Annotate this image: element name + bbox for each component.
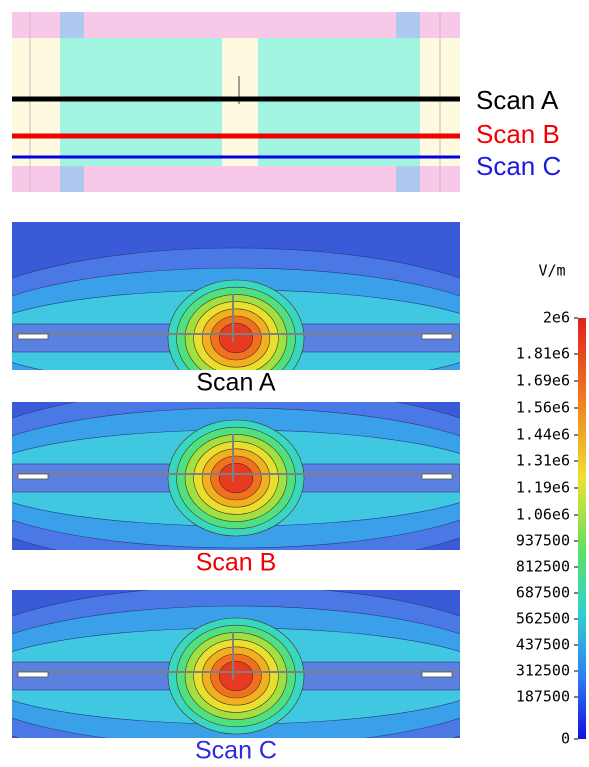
corner-pad [396, 166, 420, 192]
figure: Scan A Scan B Scan C Scan AScan BScan C … [0, 0, 589, 767]
gap-strip [222, 38, 258, 166]
colorbar-tick-label: 1.31e6 [516, 452, 570, 470]
contours [0, 222, 536, 428]
scan-label: Scan A [476, 85, 559, 115]
colorbar-tick-label: 0 [561, 730, 570, 748]
colorbar-tick-label: 1.81e6 [516, 345, 570, 363]
field-plots: Scan A Scan B Scan C [0, 222, 536, 766]
colorbar-unit: V/m [538, 262, 565, 280]
scan-label: Scan B [476, 119, 560, 149]
colorbar-tick-label: 562500 [516, 610, 570, 628]
plot-caption: Scan B [196, 549, 277, 577]
colorbar-tick-label: 1.44e6 [516, 426, 570, 444]
contour [219, 463, 253, 493]
electrode [18, 672, 48, 677]
corner-pad [60, 166, 84, 192]
layout-diagram: Scan A Scan B Scan C [12, 12, 561, 192]
corner-pad [60, 12, 84, 38]
colorbar-tick-label: 1.19e6 [516, 479, 570, 497]
colorbar-tick-label: 1.69e6 [516, 372, 570, 390]
colorbar-tick-label: 687500 [516, 584, 570, 602]
colorbar-tick-label: 1.06e6 [516, 506, 570, 524]
page: Scan A Scan B Scan C Scan AScan BScan C … [0, 0, 589, 767]
electrode [422, 672, 452, 677]
colorbar: V/m 2e6 1.81e6 1.69e6 1.56e6 1.44e6 1.31e6 1.1… [486, 250, 589, 750]
corner-pad [396, 12, 420, 38]
colorbar-tick-label: 812500 [516, 558, 570, 576]
electrode [422, 334, 452, 339]
field-plot: Scan C [0, 586, 536, 766]
colorbar-scale [578, 318, 586, 739]
colorbar-tick-label: 2e6 [543, 309, 570, 327]
electrode [18, 474, 48, 479]
contour [219, 323, 253, 353]
field-plot: Scan B [0, 388, 536, 577]
field-plot: Scan A [0, 222, 536, 428]
colorbar-tick-label: 937500 [516, 532, 570, 550]
electrode [422, 474, 452, 479]
contour [219, 661, 253, 691]
plot-caption: Scan C [195, 737, 277, 765]
colorbar-tick-label: 1.56e6 [516, 399, 570, 417]
scan-label: Scan C [476, 151, 561, 181]
contours [0, 388, 536, 568]
plot-caption: Scan A [196, 369, 276, 397]
colorbar-tick-label: 437500 [516, 636, 570, 654]
colorbar-tick-label: 187500 [516, 688, 570, 706]
electrode [18, 334, 48, 339]
colorbar-tick-label: 312500 [516, 662, 570, 680]
